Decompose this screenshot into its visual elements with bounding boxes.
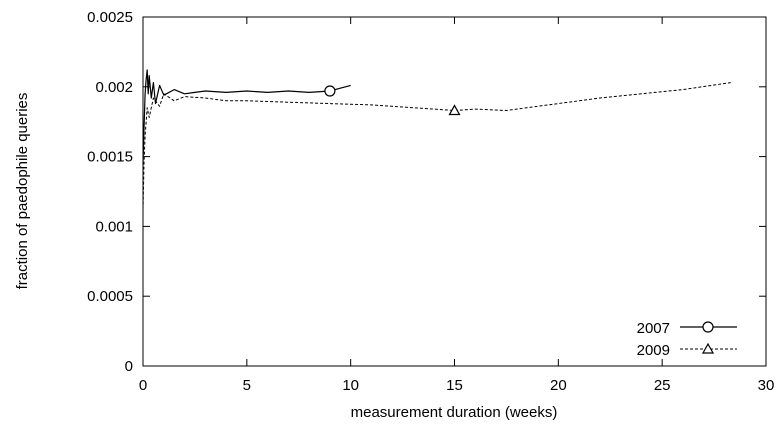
y-tick-label: 0.001 [95, 218, 133, 235]
x-tick-label: 0 [139, 377, 147, 394]
x-tick-label: 20 [550, 377, 567, 394]
x-tick-label: 10 [342, 377, 359, 394]
x-tick-label: 25 [654, 377, 671, 394]
y-axis-title: fraction of paedophile queries [14, 93, 31, 290]
series-marker-triangle [448, 104, 461, 116]
legend: 2007 2009 [637, 320, 737, 359]
plot-frame [142, 16, 767, 367]
legend-label-2007: 2007 [637, 320, 670, 337]
legend-marker-circle [702, 321, 714, 333]
series-line-2009 [142, 82, 731, 210]
x-tick-label: 15 [446, 377, 463, 394]
x-axis-ticks: 0 5 10 15 20 25 30 [139, 17, 775, 394]
series-marker-circle [324, 85, 336, 97]
series-layer [142, 69, 731, 210]
legend-label-2009: 2009 [637, 342, 670, 359]
y-tick-label: 0.002 [95, 79, 133, 96]
y-tick-label: 0.0005 [87, 288, 133, 305]
y-tick-label: 0.0015 [87, 149, 133, 166]
series-line-2007 [142, 69, 351, 164]
y-tick-label: 0.0025 [87, 9, 133, 26]
x-tick-label: 5 [243, 377, 251, 394]
x-tick-label: 30 [758, 377, 775, 394]
y-tick-label: 0 [125, 358, 133, 375]
legend-marker-triangle [701, 342, 715, 354]
x-axis-title: measurement duration (weeks) [351, 404, 558, 421]
y-axis-ticks: 0 0.0005 0.001 0.0015 0.002 0.0025 [87, 9, 766, 375]
